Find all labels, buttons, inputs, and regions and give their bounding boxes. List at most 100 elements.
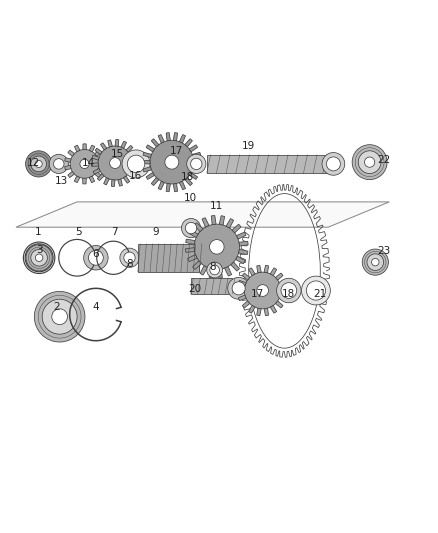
Circle shape [194, 224, 240, 270]
Circle shape [191, 158, 202, 169]
Text: 11: 11 [210, 201, 223, 211]
Polygon shape [218, 269, 223, 278]
Polygon shape [225, 266, 232, 276]
Text: 14: 14 [81, 158, 95, 167]
Polygon shape [276, 273, 283, 280]
Polygon shape [97, 174, 104, 181]
Circle shape [210, 265, 219, 275]
Polygon shape [95, 172, 101, 177]
Polygon shape [239, 249, 248, 255]
Circle shape [88, 251, 103, 265]
Text: 9: 9 [152, 228, 159, 237]
Polygon shape [188, 230, 198, 238]
Polygon shape [238, 295, 246, 301]
Circle shape [181, 219, 201, 238]
Text: 2: 2 [53, 302, 60, 312]
Circle shape [367, 254, 384, 270]
Polygon shape [185, 139, 192, 147]
Polygon shape [142, 160, 150, 164]
Circle shape [35, 254, 43, 262]
Polygon shape [179, 181, 186, 190]
Polygon shape [270, 305, 277, 313]
Circle shape [53, 159, 64, 169]
Polygon shape [65, 158, 71, 163]
Polygon shape [192, 167, 201, 172]
Polygon shape [158, 181, 164, 190]
Text: 18: 18 [281, 288, 295, 298]
Text: 4: 4 [92, 302, 99, 312]
Polygon shape [74, 176, 80, 183]
Polygon shape [74, 145, 80, 152]
Text: 7: 7 [111, 228, 117, 237]
Circle shape [281, 282, 297, 298]
Text: 12: 12 [27, 158, 40, 167]
Circle shape [25, 151, 52, 177]
Polygon shape [211, 215, 216, 224]
Bar [207, 155, 332, 173]
Circle shape [228, 277, 250, 299]
Circle shape [209, 240, 224, 254]
Circle shape [362, 249, 389, 275]
Circle shape [52, 309, 67, 325]
Circle shape [110, 158, 120, 168]
Circle shape [35, 160, 42, 167]
Circle shape [352, 144, 387, 180]
Text: 15: 15 [111, 149, 124, 159]
Polygon shape [173, 183, 177, 192]
Circle shape [358, 151, 381, 174]
Polygon shape [95, 150, 101, 156]
Circle shape [122, 150, 150, 178]
Circle shape [326, 157, 340, 171]
Circle shape [34, 292, 85, 342]
Polygon shape [131, 166, 138, 171]
Text: 3: 3 [36, 245, 42, 255]
Polygon shape [100, 143, 107, 150]
Polygon shape [193, 261, 201, 270]
Polygon shape [143, 167, 152, 172]
Circle shape [244, 272, 281, 309]
Polygon shape [132, 160, 139, 163]
Text: 18: 18 [181, 172, 194, 182]
Polygon shape [166, 133, 170, 141]
Text: 8: 8 [209, 262, 216, 272]
Text: 17: 17 [251, 288, 264, 298]
Polygon shape [231, 262, 240, 271]
Text: 5: 5 [75, 228, 82, 237]
Text: 22: 22 [378, 155, 391, 165]
Polygon shape [242, 301, 250, 308]
Circle shape [364, 157, 375, 167]
Polygon shape [185, 248, 194, 252]
Circle shape [301, 276, 330, 305]
Text: 17: 17 [170, 146, 183, 156]
Polygon shape [173, 133, 177, 141]
Polygon shape [16, 202, 389, 227]
Polygon shape [209, 269, 214, 278]
Polygon shape [83, 178, 86, 184]
Polygon shape [237, 232, 246, 239]
Text: 20: 20 [188, 284, 201, 294]
Circle shape [185, 222, 197, 234]
Polygon shape [189, 173, 198, 180]
Bar [138, 244, 199, 272]
Polygon shape [108, 140, 113, 147]
Polygon shape [200, 265, 208, 275]
Text: 23: 23 [378, 246, 391, 256]
Polygon shape [111, 180, 115, 187]
Polygon shape [166, 183, 170, 192]
Polygon shape [187, 255, 197, 262]
Polygon shape [270, 268, 277, 276]
Polygon shape [279, 295, 287, 301]
Polygon shape [115, 140, 119, 146]
Polygon shape [264, 308, 268, 316]
Polygon shape [83, 144, 86, 150]
Polygon shape [104, 177, 110, 185]
Circle shape [84, 246, 108, 270]
Polygon shape [124, 176, 130, 183]
Polygon shape [281, 289, 288, 292]
Polygon shape [128, 172, 135, 178]
Polygon shape [194, 160, 201, 164]
Text: 6: 6 [92, 249, 99, 259]
Polygon shape [92, 155, 99, 160]
Circle shape [31, 156, 46, 172]
Polygon shape [146, 173, 155, 180]
